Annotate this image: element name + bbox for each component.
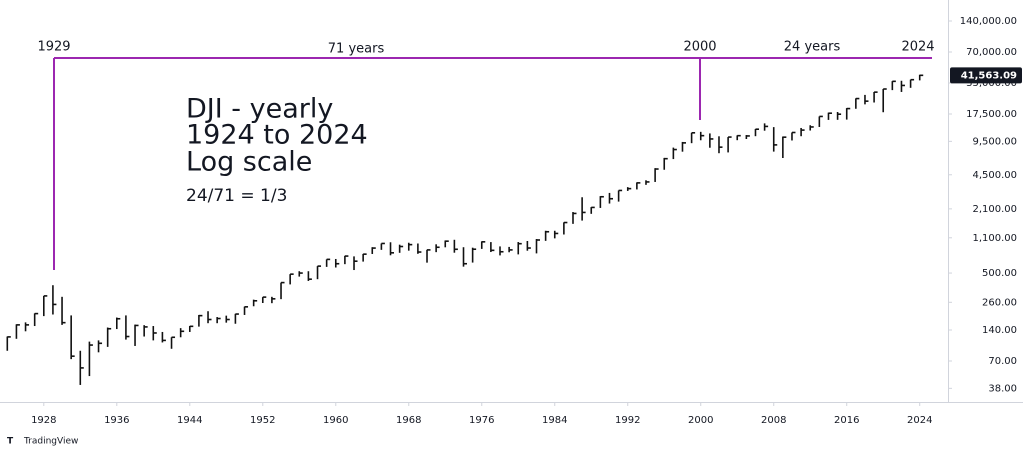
title-line: Log scale [186,147,312,178]
annotation: 2024 [901,40,934,55]
y-tick-label: 500.00 [982,268,1017,279]
y-tick-label: 260.00 [982,297,1017,308]
x-tick-label: 2000 [688,415,713,426]
x-tick-label: 1944 [177,415,202,426]
y-tick-label: 2,100.00 [972,204,1017,215]
x-tick-label: 1936 [104,415,129,426]
last-price-label: 41,563.09 [961,70,1017,81]
last-price-box [950,67,1022,84]
x-tick-label: 2016 [834,415,859,426]
y-tick-label: 140.00 [982,325,1017,336]
annotation: 71 years [328,42,385,57]
axes: 38.00 70.00 140.00 260.00 500.00 1,100.00 2,10… [31,16,1022,426]
annotation: 1929 [37,40,70,55]
y-tick-label: 35,000.00 [966,78,1017,89]
y-tick-label: 4,500.00 [972,170,1017,181]
x-tick-label: 1992 [615,415,640,426]
y-tick-label: 140,000.00 [960,16,1017,27]
note: 24/71 = 1/3 [186,186,287,206]
y-tick-label: 1,100.00 [972,233,1017,244]
x-tick-label: 1952 [250,415,275,426]
y-tick-label: 17,500.00 [966,109,1017,120]
watermark: TradingView [23,437,78,447]
watermark-logo: T [7,437,14,447]
annotation: 2000 [683,40,716,55]
title-line: 1924 to 2024 [186,120,368,151]
x-tick-label: 1968 [396,415,421,426]
y-tick-label: 70.00 [988,356,1017,367]
x-tick-label: 1960 [323,415,348,426]
x-tick-label: 2008 [761,415,786,426]
x-tick-label: 2024 [907,415,932,426]
x-tick-label: 1984 [542,415,567,426]
annotation: 24 years [784,40,841,55]
x-tick-label: 1928 [31,415,56,426]
title-line: DJI - yearly [186,94,333,125]
y-tick-label: 9,500.00 [972,136,1017,147]
bars [6,74,924,385]
cycle-markers [53,57,932,270]
y-tick-label: 70,000.00 [966,47,1017,58]
x-tick-label: 1976 [469,415,494,426]
y-tick-label: 38.00 [988,383,1017,394]
